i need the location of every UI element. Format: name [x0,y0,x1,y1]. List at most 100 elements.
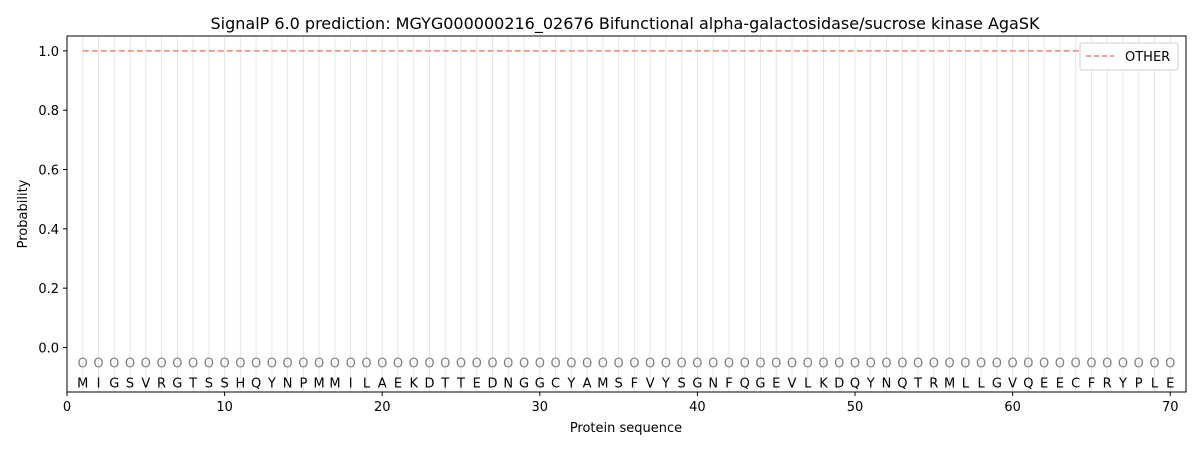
y-tick-label: 1.0 [38,45,59,60]
residue-label: I [349,376,353,391]
residue-label: S [126,376,134,391]
region-label: O [1055,356,1065,371]
residue-label: C [1071,376,1080,391]
region-label: O [992,356,1002,371]
chart-title: SignalP 6.0 prediction: MGYG000000216_02… [211,14,1041,34]
residue-label: M [314,376,325,391]
region-label: O [519,356,529,371]
region-label: O [1102,356,1112,371]
residue-label: G [172,376,182,391]
region-label: O [629,356,639,371]
y-tick-label: 0.2 [38,282,59,297]
residue-label: Q [251,376,261,391]
residue-label: E [1056,376,1064,391]
residue-label: G [992,376,1002,391]
region-label: O [503,356,513,371]
residue-label: Y [1118,376,1127,391]
residue-label: L [363,376,371,391]
region-label: O [109,356,119,371]
residue-label: K [409,376,418,391]
region-label: O [1086,356,1096,371]
region-label: O [929,356,939,371]
region-label: O [803,356,813,371]
residue-label: T [188,376,197,391]
region-label: O [1071,356,1081,371]
residue-label: I [97,376,101,391]
residue-label: Y [866,376,875,391]
region-label: O [409,356,419,371]
region-label: O [677,356,687,371]
region-label: O [251,356,261,371]
residue-label: Y [566,376,575,391]
region-label: O [755,356,765,371]
residue-label: V [788,376,797,391]
residue-label: Q [850,376,860,391]
residue-label: D [834,376,844,391]
region-label: O [125,356,135,371]
residue-label: F [631,376,638,391]
y-tick-label: 0.0 [38,342,59,357]
residue-label: N [503,376,513,391]
y-axis-label: Probability [16,179,31,248]
region-label: O [204,356,214,371]
region-label: O [550,356,560,371]
residue-label: S [678,376,686,391]
region-label: O [440,356,450,371]
residue-label: E [1040,376,1048,391]
x-tick-label: 10 [216,400,233,415]
region-label: O [424,356,434,371]
residue-label: H [235,376,245,391]
residue-label: F [1088,376,1095,391]
residue-label: E [473,376,481,391]
region-label: O [661,356,671,371]
region-label: O [93,356,103,371]
region-label: O [346,356,356,371]
x-tick-label: 40 [689,400,706,415]
region-label: O [850,356,860,371]
region-label: O [472,356,482,371]
region-label: O [614,356,624,371]
residue-label: C [551,376,560,391]
residue-label: V [141,376,150,391]
residue-label: G [755,376,765,391]
residue-label: P [1135,376,1143,391]
plot-area: OMOIOGOSOVOROGOTOSOSOHOQOYONOPOMOMOIOLOA… [77,36,1175,392]
residue-label: T [913,376,922,391]
residue-label: N [882,376,892,391]
region-label: O [219,356,229,371]
region-label: O [361,356,371,371]
residue-label: S [220,376,228,391]
residue-label: F [725,376,732,391]
residue-label: Q [740,376,750,391]
x-tick-label: 50 [847,400,864,415]
residue-label: A [378,376,387,391]
region-label: O [1165,356,1175,371]
residue-label: L [1151,376,1159,391]
legend: OTHER [1079,42,1179,71]
residue-label: A [583,376,592,391]
residue-label: G [535,376,545,391]
region-label: O [598,356,608,371]
residue-label: Q [897,376,907,391]
x-tick-label: 0 [63,400,71,415]
region-label: O [283,356,293,371]
x-tick-label: 60 [1004,400,1021,415]
residue-label: M [597,376,608,391]
residue-label: G [109,376,119,391]
x-axis-label: Protein sequence [570,421,682,436]
region-label: O [834,356,844,371]
region-label: O [881,356,891,371]
region-label: O [487,356,497,371]
x-tick-label: 70 [1162,400,1179,415]
residue-label: M [944,376,955,391]
region-label: O [535,356,545,371]
region-label: O [267,356,277,371]
residue-label: N [708,376,718,391]
residue-label: M [329,376,340,391]
region-label: O [944,356,954,371]
x-tick-label: 30 [532,400,549,415]
region-label: O [740,356,750,371]
residue-label: N [283,376,293,391]
region-label: O [1008,356,1018,371]
